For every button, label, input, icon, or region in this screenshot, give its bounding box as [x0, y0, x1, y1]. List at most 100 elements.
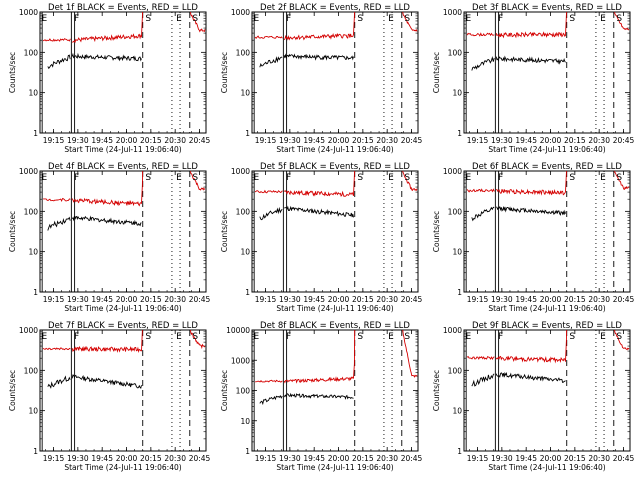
y-tick-label: 100 — [24, 366, 39, 375]
lld-series-pre — [42, 38, 71, 42]
plot-frame — [39, 11, 207, 134]
flag-label: E — [600, 332, 606, 342]
x-tick-label: 20:30 — [588, 295, 610, 304]
flag-label: S — [192, 332, 198, 342]
x-tick-label: 19:15 — [43, 136, 65, 145]
x-tick-label: 19:30 — [67, 454, 89, 463]
detector-panel-1: Det 1f BLACK = Events, RED = LLD 1 10 100 10… — [8, 3, 211, 154]
flag-label: S — [616, 173, 622, 183]
events-series-pre — [47, 54, 71, 70]
x-tick-label: 20:45 — [189, 454, 211, 463]
flag-label: S — [404, 173, 410, 183]
events-series-pre — [47, 375, 71, 389]
panel-title: Det 1f BLACK = Events, RED = LLD — [48, 3, 198, 13]
y-tick-label: 1000 — [443, 8, 462, 17]
flag-label: E — [388, 332, 394, 342]
y-tick-label: 10 — [240, 417, 250, 426]
y-tick-label: 100 — [24, 207, 39, 216]
y-tick-label: 1 — [33, 447, 38, 456]
lld-series-tail — [402, 330, 418, 378]
x-tick-label: 19:30 — [491, 136, 513, 145]
y-tick-label: 1000 — [19, 326, 38, 335]
x-tick-label: 20:30 — [376, 136, 398, 145]
flag-label: E — [176, 332, 182, 342]
flag-label: E — [42, 14, 48, 24]
lld-series-pre — [254, 35, 283, 40]
flag-label: E — [176, 14, 182, 24]
x-tick-label: 20:00 — [116, 295, 138, 304]
panel-title: Det 5f BLACK = Events, RED = LLD — [260, 162, 410, 172]
x-tick-label: 19:15 — [467, 136, 489, 145]
x-tick-label: 19:30 — [67, 136, 89, 145]
y-tick-label: 1 — [457, 129, 462, 138]
x-tick-label: 19:15 — [467, 454, 489, 463]
events-series — [283, 53, 354, 61]
detector-panel-7: Det 7f BLACK = Events, RED = LLD 1 10 100 10… — [8, 321, 211, 472]
flag-label: F — [74, 332, 79, 342]
x-tick-label: 20:45 — [613, 454, 635, 463]
y-tick-label: 1 — [33, 129, 38, 138]
plot-frame — [39, 329, 207, 452]
detector-panel-5: Det 5f BLACK = Events, RED = LLD 1 10 100 10… — [220, 162, 423, 313]
lld-series-tail — [402, 171, 418, 191]
y-tick-label: 1 — [245, 129, 250, 138]
lld-series-pre — [255, 379, 283, 383]
plot-area — [41, 171, 206, 292]
x-tick-label: 20:00 — [540, 295, 562, 304]
y-axis-label: Counts/sec — [220, 370, 229, 411]
flag-label: S — [357, 332, 363, 342]
x-tick-label: 20:45 — [401, 295, 423, 304]
flag-label: F — [74, 14, 79, 24]
x-axis-label: Start Time (24-Jul-11 19:06:40) — [276, 304, 393, 313]
flag-label: F — [286, 14, 291, 24]
x-tick-label: 19:30 — [279, 295, 301, 304]
events-series-pre — [471, 373, 495, 387]
x-tick-label: 20:15 — [564, 136, 586, 145]
x-tick-label: 20:15 — [352, 136, 374, 145]
events-series-pre — [259, 206, 283, 221]
panel-title: Det 2f BLACK = Events, RED = LLD — [260, 3, 410, 13]
x-tick-label: 19:30 — [279, 136, 301, 145]
y-tick-label: 10 — [28, 89, 38, 98]
events-series — [284, 205, 354, 218]
lld-series-tail — [614, 330, 630, 351]
x-tick-label: 19:45 — [91, 454, 113, 463]
flag-label: S — [192, 173, 198, 183]
flag-label: E — [388, 14, 394, 24]
plot-frame — [463, 329, 631, 452]
flag-label: S — [616, 332, 622, 342]
x-tick-label: 20:30 — [376, 295, 398, 304]
flag-label: E — [466, 14, 472, 24]
plot-area — [253, 12, 418, 133]
x-tick-label: 20:15 — [564, 454, 586, 463]
detector-panel-4: Det 4f BLACK = Events, RED = LLD 1 10 100 10… — [8, 162, 211, 313]
x-tick-label: 19:15 — [255, 295, 277, 304]
x-tick-label: 19:45 — [515, 454, 537, 463]
y-tick-label: 10 — [28, 407, 38, 416]
y-tick-label: 100 — [24, 48, 39, 57]
lld-series-tail — [190, 330, 206, 350]
flag-label: S — [357, 14, 363, 24]
detector-panel-9: Det 9f BLACK = Events, RED = LLD 1 10 100 10… — [432, 321, 635, 472]
flag-label: F — [74, 173, 79, 183]
y-tick-label: 1000 — [19, 167, 38, 176]
lld-series — [71, 330, 143, 353]
x-axis-label: Start Time (24-Jul-11 19:06:40) — [488, 304, 605, 313]
y-tick-label: 100 — [236, 207, 251, 216]
flag-label: E — [42, 332, 48, 342]
plot-frame — [463, 170, 631, 293]
panel-title: Det 3f BLACK = Events, RED = LLD — [472, 3, 622, 13]
panel-title: Det 9f BLACK = Events, RED = LLD — [472, 321, 622, 331]
x-tick-label: 20:30 — [588, 136, 610, 145]
lld-series — [495, 330, 568, 364]
x-tick-label: 19:45 — [91, 295, 113, 304]
x-tick-label: 20:00 — [328, 295, 350, 304]
x-axis-label: Start Time (24-Jul-11 19:06:40) — [64, 145, 181, 154]
lld-series-tail — [190, 12, 206, 33]
plot-area — [253, 171, 418, 292]
y-tick-label: 100 — [448, 48, 463, 57]
x-tick-label: 20:45 — [613, 136, 635, 145]
panel-title: Det 7f BLACK = Events, RED = LLD — [48, 321, 198, 331]
detector-panel-8: Det 8f BLACK = Events, RED = LLD 1 10 100 10… — [220, 321, 423, 472]
x-tick-label: 20:30 — [376, 454, 398, 463]
